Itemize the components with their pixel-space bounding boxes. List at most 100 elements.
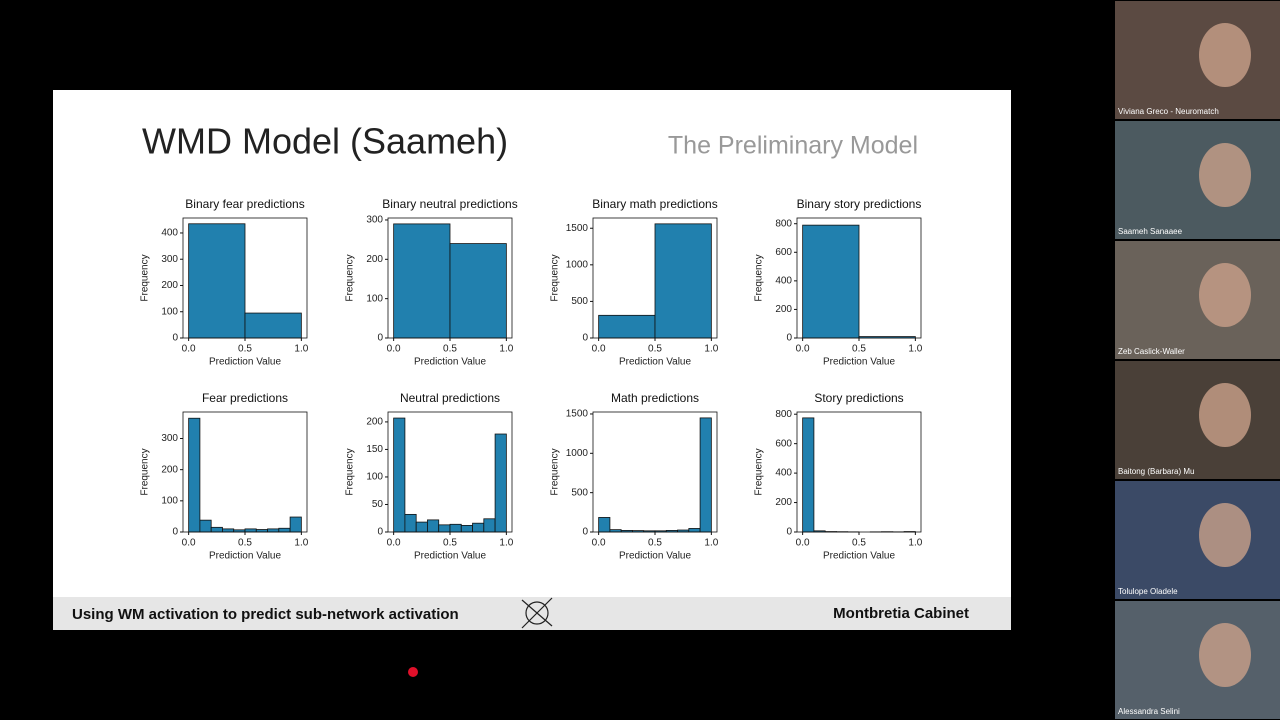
y-tick-label: 500 (571, 296, 588, 307)
x-axis-label: Prediction Value (619, 357, 692, 368)
x-tick-label: 1.0 (704, 344, 718, 355)
y-tick-label: 800 (775, 409, 792, 420)
bar (449, 243, 507, 339)
y-tick-label: 1500 (566, 223, 589, 234)
participant-face (1199, 623, 1251, 687)
participant-face (1199, 143, 1251, 207)
slide-footer (53, 597, 1011, 630)
y-axis-label: Frequency (550, 448, 561, 495)
y-tick-label: 50 (372, 499, 384, 510)
footer-left: Using WM activation to predict sub-netwo… (72, 606, 459, 623)
x-tick-label: 1.0 (294, 344, 308, 355)
video-tile (1115, 481, 1280, 599)
x-tick-label: 0.5 (238, 344, 252, 355)
x-tick-label: 0.0 (387, 344, 401, 355)
y-tick-label: 200 (366, 417, 383, 428)
chart-title: Binary neutral predictions (382, 197, 517, 211)
y-tick-label: 100 (366, 293, 383, 304)
bar (393, 417, 406, 533)
bar (244, 312, 302, 339)
participant-name: Viviana Greco - Neuromatch (1118, 107, 1219, 116)
y-tick-label: 0 (786, 527, 792, 538)
bar (244, 528, 257, 533)
bar (188, 417, 201, 533)
video-tile (1115, 121, 1280, 239)
bar (802, 224, 860, 339)
y-axis-label: Frequency (754, 254, 765, 301)
x-tick-label: 1.0 (499, 344, 513, 355)
y-tick-label: 200 (775, 304, 792, 315)
y-tick-label: 0 (172, 333, 178, 344)
y-tick-label: 400 (775, 275, 792, 286)
participant-name: Baitong (Barbara) Mu (1118, 467, 1194, 476)
y-tick-label: 300 (366, 215, 383, 226)
bar (427, 519, 440, 533)
x-tick-label: 1.0 (908, 538, 922, 549)
video-tile (1115, 361, 1280, 479)
chart-title: Neutral predictions (400, 391, 500, 405)
y-tick-label: 200 (161, 464, 178, 475)
y-tick-label: 400 (775, 468, 792, 479)
bar (404, 513, 417, 533)
x-tick-label: 0.5 (852, 538, 866, 549)
bar (289, 516, 302, 533)
x-tick-label: 0.5 (648, 344, 662, 355)
logo (521, 597, 553, 629)
chart-title: Binary fear predictions (185, 197, 304, 211)
x-tick-label: 0.0 (182, 538, 196, 549)
y-axis-label: Frequency (140, 254, 151, 301)
bar (802, 417, 815, 533)
bar (278, 527, 291, 533)
participant-face (1199, 383, 1251, 447)
footer-right: Montbretia Cabinet (833, 605, 969, 622)
video-tile (1115, 1, 1280, 119)
x-tick-label: 0.0 (182, 344, 196, 355)
bar (415, 521, 428, 533)
y-tick-label: 600 (775, 247, 792, 258)
x-axis-label: Prediction Value (414, 357, 487, 368)
x-axis-label: Prediction Value (823, 551, 896, 562)
x-axis-label: Prediction Value (619, 551, 692, 562)
y-tick-label: 1500 (566, 409, 589, 420)
chart-title: Story predictions (814, 391, 903, 405)
y-tick-label: 800 (775, 218, 792, 229)
participants: Viviana Greco - Neuromatch Saameh Sanaaee… (1115, 1, 1280, 719)
bar (210, 526, 223, 533)
y-axis-label: Frequency (140, 448, 151, 495)
y-tick-label: 0 (582, 333, 588, 344)
y-tick-label: 1000 (566, 448, 589, 459)
x-tick-label: 1.0 (499, 538, 513, 549)
bar (483, 518, 496, 533)
chart-title: Fear predictions (202, 391, 288, 405)
video-tile (1115, 241, 1280, 359)
x-axis-label: Prediction Value (209, 357, 282, 368)
y-tick-label: 500 (571, 487, 588, 498)
slide (53, 90, 1011, 630)
y-tick-label: 400 (161, 228, 178, 239)
x-tick-label: 0.5 (443, 344, 457, 355)
y-tick-label: 100 (161, 495, 178, 506)
bar (222, 528, 235, 533)
y-tick-label: 1000 (566, 259, 589, 270)
bar (598, 517, 611, 533)
chart-title: Binary story predictions (797, 197, 922, 211)
video-tile (1115, 601, 1280, 719)
participant-name: Tolulope Oladele (1118, 587, 1178, 596)
slide-subtitle: The Preliminary Model (668, 132, 918, 160)
bar (393, 223, 451, 339)
x-tick-label: 0.0 (592, 344, 606, 355)
y-tick-label: 300 (161, 433, 178, 444)
x-tick-label: 0.0 (796, 344, 810, 355)
y-tick-label: 0 (582, 527, 588, 538)
bar (438, 524, 451, 533)
y-axis-label: Frequency (345, 254, 356, 301)
y-axis-label: Frequency (345, 448, 356, 495)
bar (267, 528, 280, 533)
x-axis-label: Prediction Value (209, 551, 282, 562)
y-tick-label: 100 (366, 472, 383, 483)
chart-title: Math predictions (611, 391, 699, 405)
bar (654, 223, 712, 339)
bar (494, 433, 507, 533)
